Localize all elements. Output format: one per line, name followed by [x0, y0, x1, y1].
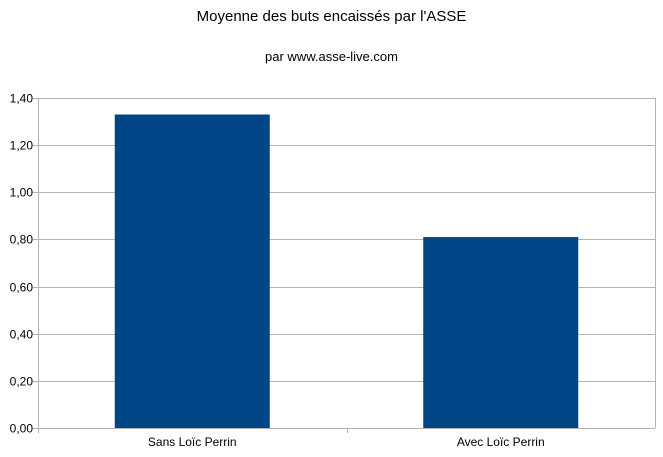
y-tick-label: 0,60: [10, 281, 34, 295]
y-tick-label: 0,00: [10, 422, 34, 436]
y-tick-label: 1,20: [10, 139, 34, 153]
chart-title: Moyenne des buts encaissés par l'ASSE: [196, 8, 467, 25]
bar: [114, 114, 270, 428]
y-tick-label: 0,20: [10, 375, 34, 389]
x-tick-label: Avec Loïc Perrin: [457, 435, 545, 449]
y-tick-label: 0,40: [10, 328, 34, 342]
y-tick-label: 1,40: [10, 92, 34, 106]
bar: [423, 237, 579, 428]
x-tick-label: Sans Loïc Perrin: [148, 435, 237, 449]
y-tick-label: 1,00: [10, 186, 34, 200]
chart-subtitle: par www.asse-live.com: [265, 49, 398, 64]
y-tick-label: 0,80: [10, 233, 34, 247]
